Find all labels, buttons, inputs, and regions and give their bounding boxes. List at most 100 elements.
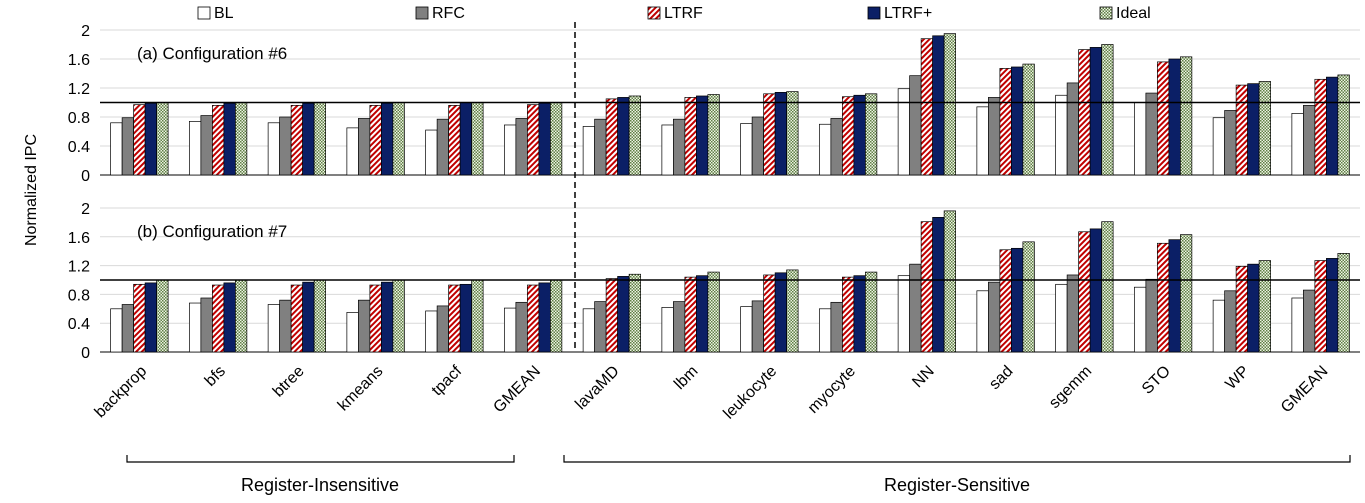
panel-title: (a) Configuration #6 [137,44,287,63]
bar-ltrf-8 [763,93,776,176]
bar-bl-10 [897,88,910,176]
bar-rfc-6 [594,118,607,176]
bar-ideal-10 [943,33,956,176]
panel-a: 0 0.4 0.8 1.2 1.6 2 (a) Configuration #6 [68,23,1360,185]
bar-rfc-12 [1066,274,1079,353]
x-tick-label: GMEAN [490,363,544,417]
bar-ltrf-plus-12 [1089,47,1102,176]
bar-ltrf-plus-9 [853,275,866,353]
bar-bl-5 [504,124,517,176]
bar-ltrf-4 [448,105,461,176]
x-tick-label: myocyte [805,363,859,417]
bar-ltrf-plus-1 [223,282,236,353]
bar-ltrf-plus-1 [223,102,236,176]
bar-ltrf-5 [527,104,540,176]
bar-rfc-15 [1303,289,1316,353]
bar-ideal-10 [943,210,956,353]
bar-ideal-13 [1180,234,1193,353]
bar-rfc-4 [436,305,449,353]
bar-ideal-6 [628,95,641,176]
bar-ltrf-12 [1078,231,1091,353]
bar-ltrf-13 [1157,242,1170,353]
bar-rfc-7 [673,118,686,176]
bar-ltrf-11 [999,249,1012,353]
x-tick-label: btree [270,363,308,401]
bar-ideal-4 [471,279,484,353]
bar-ltrf-11 [999,68,1012,176]
bar-ltrf-plus-4 [459,283,472,353]
bar-ideal-3 [392,102,405,176]
bar-rfc-12 [1066,82,1079,176]
bar-bl-8 [740,123,753,176]
y-tick-label: 1.6 [68,52,90,69]
bar-bl-10 [897,275,910,353]
bar-ltrf-plus-11 [1011,66,1024,176]
bar-ideal-6 [628,273,641,353]
x-tick-label: tpacf [429,362,466,399]
bar-bl-3 [346,127,359,176]
x-tick-label: GMEAN [1278,363,1332,417]
bar-ltrf-15 [1314,78,1327,176]
bar-rfc-15 [1303,105,1316,176]
legend-item-bl: BL [197,5,234,22]
bar-ideal-3 [392,279,405,353]
bar-ltrf-plus-3 [381,102,394,176]
bar-rfc-14 [1224,290,1237,353]
y-tick-label: 0.8 [68,110,90,127]
x-tick-label: sad [986,363,1016,393]
bar-ideal-8 [786,91,799,176]
bar-ideal-13 [1180,56,1193,176]
bar-bl-9 [819,123,832,176]
bar-ltrf-9 [842,276,855,353]
legend-swatch-ideal [1099,6,1113,20]
bar-bl-7 [661,124,674,176]
bar-ltrf-4 [448,284,461,353]
x-tick-label: backprop [92,363,151,422]
bar-bl-2 [267,122,280,176]
bar-ltrf-0 [133,104,146,176]
bar-bl-5 [504,307,517,353]
y-tick-label: 1.2 [68,259,90,276]
bar-rfc-0 [121,117,134,176]
bar-bl-4 [425,310,438,353]
bar-ideal-11 [1022,241,1035,353]
bar-ideal-5 [550,102,563,176]
bar-bl-7 [661,307,674,353]
bar-bl-11 [976,290,989,353]
legend-swatch-ltrf [647,6,661,20]
bar-ideal-0 [156,279,169,353]
bar-ideal-4 [471,102,484,176]
y-tick-label: 2 [81,23,90,40]
bar-ideal-2 [313,279,326,353]
bar-rfc-4 [436,118,449,176]
bar-rfc-1 [200,297,213,353]
legend-swatch-ltrf-plus [867,6,881,20]
legend-item-rfc: RFC [415,5,465,22]
bar-rfc-9 [830,118,843,176]
bar-ltrf-14 [1235,265,1248,353]
bar-ltrf-plus-6 [617,276,630,353]
bar-ltrf-plus-4 [459,102,472,176]
group-label-sensitive: Register-Sensitive [884,475,1030,495]
y-tick-label: 0 [81,168,90,185]
bar-rfc-5 [515,301,528,353]
bar-ideal-9 [865,93,878,176]
bar-bl-6 [582,126,595,176]
bar-bl-13 [1134,286,1147,353]
bar-ltrf-plus-11 [1011,247,1024,353]
x-tick-label: bfs [202,363,229,390]
bar-ltrf-plus-8 [774,272,787,353]
bar-bl-8 [740,306,753,353]
y-tick-label: 0.4 [68,139,90,156]
y-axis-label: Normalized IPC [23,134,40,246]
bar-rfc-11 [988,281,1001,353]
bar-ltrf-7 [684,97,697,176]
bar-rfc-10 [909,263,922,353]
bar-ltrf-plus-5 [538,282,551,353]
bar-ltrf-2 [290,284,303,353]
bar-ltrf-plus-15 [1326,258,1339,353]
bar-bl-15 [1291,113,1304,176]
bar-bl-6 [582,308,595,353]
bar-ltrf-plus-0 [144,282,157,353]
